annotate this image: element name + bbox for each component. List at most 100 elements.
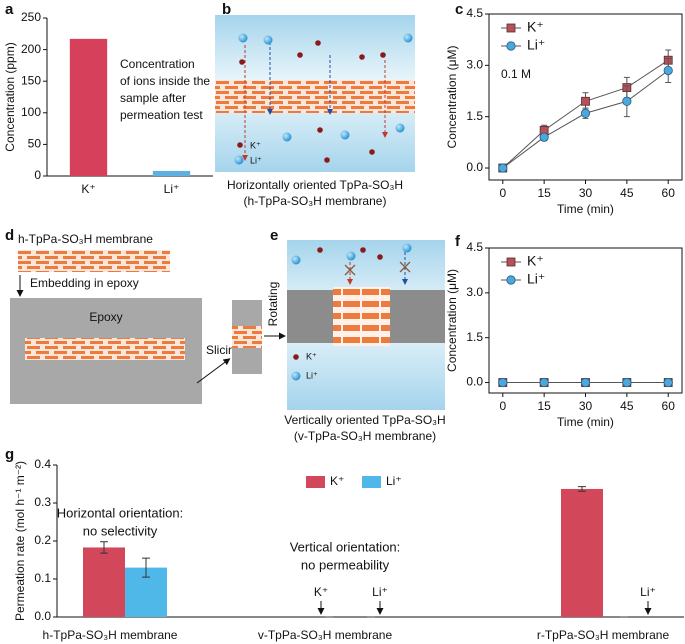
y-tick-label: 1.5 xyxy=(466,109,483,123)
x-tick-label: K⁺ xyxy=(81,182,95,196)
panel-letter: f xyxy=(455,233,461,250)
arrow-label: Li⁺ xyxy=(372,585,388,599)
x-tick-label: 30 xyxy=(579,399,593,413)
panel-letter: e xyxy=(270,227,278,244)
x-tick-label: 0 xyxy=(499,186,506,200)
error-bar xyxy=(142,557,150,578)
legend-label: Li⁺ xyxy=(250,155,262,165)
annotation: 0.1 M xyxy=(501,67,531,81)
annotation: of ions inside the xyxy=(120,74,210,88)
error-bar xyxy=(100,541,108,554)
legend-label: K⁺ xyxy=(330,474,344,488)
y-tick-label: 3.0 xyxy=(466,285,483,299)
marker xyxy=(622,377,632,388)
panel-d: d h-TpPa-SO₃H membrane Embedding in epox… xyxy=(5,227,286,404)
arrow-label: Li⁺ xyxy=(640,585,656,599)
annotation: no permeability xyxy=(301,557,390,572)
bar xyxy=(561,488,603,617)
axes xyxy=(56,465,684,618)
marker xyxy=(581,96,590,106)
y-tick-label: 1.5 xyxy=(466,330,483,344)
x-tick-label: 60 xyxy=(662,186,676,200)
x-tick-label: h-TpPa-SO₃H membrane xyxy=(43,628,178,642)
y-axis-label: Concentration (μM) xyxy=(445,269,459,372)
y-tick-label: 0.1 xyxy=(34,571,51,585)
marker xyxy=(506,275,516,285)
x-tick-label: v-TpPa-SO₃H membrane xyxy=(258,628,393,642)
y-axis-label: Concentration (ppm) xyxy=(3,42,17,151)
y-tick-label: 150 xyxy=(21,73,41,87)
marker xyxy=(506,257,516,267)
marker xyxy=(506,41,516,51)
panel-letter: b xyxy=(222,1,231,18)
caption: Vertically oriented TpPa-SO₃H xyxy=(284,413,445,427)
label: Epoxy xyxy=(89,310,122,324)
y-tick-label: 3.0 xyxy=(466,58,483,72)
y-tick-label: 0.0 xyxy=(466,160,483,174)
y-tick-label: 100 xyxy=(21,105,41,119)
y-tick-label: 250 xyxy=(21,10,41,24)
y-tick-label: 200 xyxy=(21,42,41,56)
bar xyxy=(83,547,125,617)
annotation: Concentration xyxy=(120,57,195,71)
legend-label: K⁺ xyxy=(527,19,544,35)
panel-letter: g xyxy=(5,446,14,463)
x-tick-label: r-TpPa-SO₃H membrane xyxy=(537,628,670,642)
y-tick-label: 0.4 xyxy=(34,457,51,471)
slice-membrane xyxy=(232,326,262,348)
legend-label: Li⁺ xyxy=(527,37,545,53)
x-tick-label: 45 xyxy=(620,186,634,200)
legend-label: K⁺ xyxy=(306,351,317,361)
caption: Horizontally oriented TpPa-SO₃H xyxy=(227,178,403,192)
x-axis-label: Time (min) xyxy=(557,202,614,216)
membrane xyxy=(18,250,170,272)
y-tick-label: 0.0 xyxy=(34,609,51,623)
marker xyxy=(622,96,632,106)
annotation: Vertical orientation: xyxy=(290,539,401,554)
label: h-TpPa-SO₃H membrane xyxy=(18,232,153,246)
membrane xyxy=(333,287,390,346)
marker xyxy=(663,65,673,76)
y-tick-label: 0.3 xyxy=(34,495,51,509)
legend-swatch xyxy=(362,476,381,488)
plot-frame xyxy=(488,247,683,394)
slice xyxy=(232,300,262,326)
panel-letter: c xyxy=(455,1,463,18)
marker xyxy=(498,163,508,173)
membrane xyxy=(25,338,185,360)
label: Embedding in epoxy xyxy=(30,276,139,290)
y-axis-label: Permeation rate (mol h⁻¹ m⁻²) xyxy=(13,461,27,621)
annotation: Horizontal orientation: xyxy=(57,505,183,520)
y-tick-label: 4.5 xyxy=(466,240,483,254)
slice xyxy=(232,348,262,374)
caption: (v-TpPa-SO₃H membrane) xyxy=(294,429,436,443)
error-bar xyxy=(578,486,586,492)
x-axis-label: Time (min) xyxy=(557,415,614,429)
x-tick-label: 0 xyxy=(499,399,506,413)
arrow-label: K⁺ xyxy=(314,585,328,599)
legend-label: K⁺ xyxy=(250,140,261,150)
y-tick-label: 0 xyxy=(34,168,41,182)
label: Rotating xyxy=(266,282,280,327)
membrane xyxy=(215,80,415,113)
legend-swatch xyxy=(306,476,325,488)
legend-label: K⁺ xyxy=(527,253,544,269)
panel-b: b K⁺ Li⁺ Horizontally oriented TpPa-SO₃H… xyxy=(215,1,415,208)
marker xyxy=(539,132,549,142)
x-tick-label: Li⁺ xyxy=(164,182,180,196)
ions xyxy=(234,33,413,165)
legend-label: Li⁺ xyxy=(386,474,402,488)
bar xyxy=(152,170,191,176)
x-tick-label: 45 xyxy=(620,399,634,413)
y-tick-label: 0.0 xyxy=(466,375,483,389)
panel-e: e K⁺ Li⁺ Vertically oriented TpPa-SO₃H (… xyxy=(270,227,446,443)
marker xyxy=(498,377,508,388)
x-tick-label: 30 xyxy=(579,186,593,200)
panel-letter: a xyxy=(5,1,14,18)
marker xyxy=(539,377,549,388)
marker xyxy=(663,377,673,388)
x-tick-label: 15 xyxy=(537,186,551,200)
marker xyxy=(580,377,591,388)
legend-label: Li⁺ xyxy=(306,370,318,380)
